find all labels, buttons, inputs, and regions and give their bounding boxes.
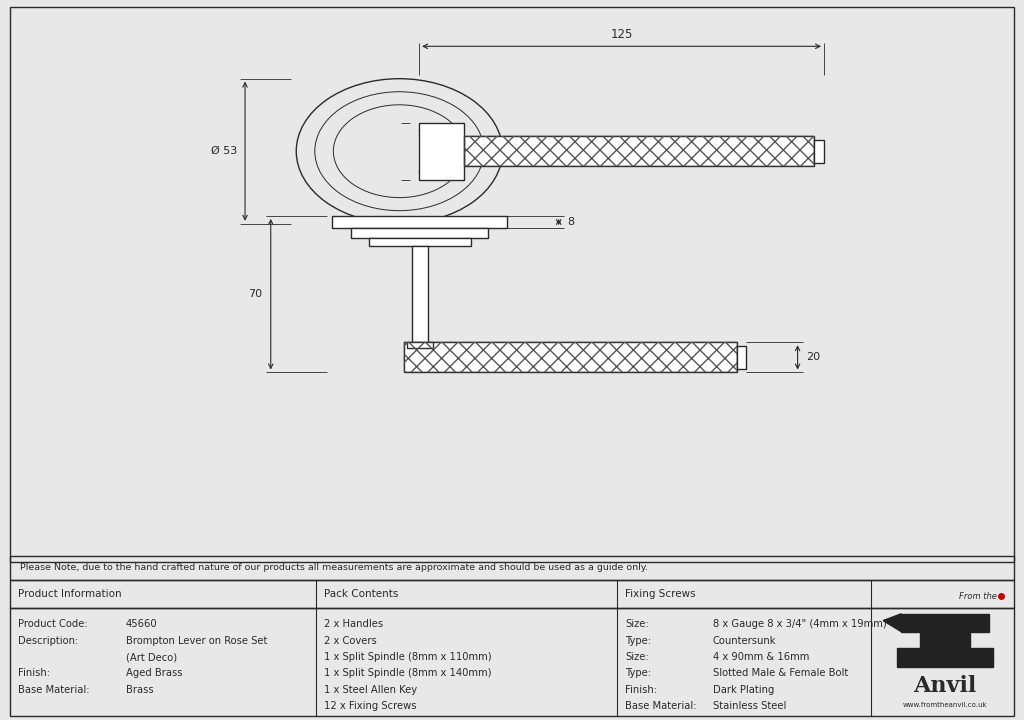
- Polygon shape: [921, 631, 970, 648]
- Text: From the: From the: [959, 592, 997, 600]
- Text: Product Code:: Product Code:: [18, 619, 88, 629]
- Text: Finish:: Finish:: [626, 685, 657, 695]
- Text: 125: 125: [610, 27, 633, 40]
- Text: Pack Contents: Pack Contents: [325, 589, 398, 599]
- Text: 8: 8: [567, 217, 574, 227]
- Text: 1 x Split Spindle (8mm x 110mm): 1 x Split Spindle (8mm x 110mm): [325, 652, 492, 662]
- Text: 12 x Fixing Screws: 12 x Fixing Screws: [325, 701, 417, 711]
- Text: 2 x Handles: 2 x Handles: [325, 619, 383, 629]
- Polygon shape: [897, 648, 993, 667]
- Text: Anvil: Anvil: [913, 675, 977, 697]
- Text: Type:: Type:: [626, 668, 651, 678]
- Text: Please Note, due to the hand crafted nature of our products all measurements are: Please Note, due to the hand crafted nat…: [20, 563, 648, 572]
- Bar: [408, 342, 433, 348]
- Text: Dark Plating: Dark Plating: [713, 685, 774, 695]
- Bar: [369, 238, 471, 246]
- Text: Stainless Steel: Stainless Steel: [713, 701, 786, 711]
- Text: (Art Deco): (Art Deco): [126, 652, 177, 662]
- Polygon shape: [884, 613, 901, 631]
- Text: Type:: Type:: [626, 636, 651, 646]
- Polygon shape: [901, 613, 989, 631]
- Text: www.fromtheanvil.co.uk: www.fromtheanvil.co.uk: [903, 703, 987, 708]
- Text: Ø 53: Ø 53: [211, 146, 237, 156]
- Bar: [464, 136, 814, 166]
- Text: Size:: Size:: [626, 619, 649, 629]
- Text: Finish:: Finish:: [18, 668, 50, 678]
- Bar: [412, 246, 428, 346]
- Text: 1 x Steel Allen Key: 1 x Steel Allen Key: [325, 685, 418, 695]
- Text: Size:: Size:: [626, 652, 649, 662]
- Text: 20: 20: [806, 352, 820, 362]
- Bar: [404, 342, 737, 372]
- Bar: [351, 228, 488, 238]
- Bar: [332, 216, 508, 228]
- Text: 1 x Split Spindle (8mm x 140mm): 1 x Split Spindle (8mm x 140mm): [325, 668, 492, 678]
- Text: Brass: Brass: [126, 685, 154, 695]
- Text: 38: 38: [429, 146, 443, 156]
- Bar: [814, 140, 824, 163]
- Text: Countersunk: Countersunk: [713, 636, 776, 646]
- Bar: [737, 346, 746, 369]
- Text: 70: 70: [249, 289, 262, 300]
- Bar: [419, 122, 464, 180]
- Text: 2 x Covers: 2 x Covers: [325, 636, 377, 646]
- Bar: [464, 136, 814, 166]
- Bar: [404, 342, 737, 372]
- Text: 4 x 90mm & 16mm: 4 x 90mm & 16mm: [713, 652, 809, 662]
- Text: 45660: 45660: [126, 619, 158, 629]
- Text: Base Material:: Base Material:: [18, 685, 90, 695]
- Text: 8 x Gauge 8 x 3/4" (4mm x 19mm): 8 x Gauge 8 x 3/4" (4mm x 19mm): [713, 619, 887, 629]
- Text: Base Material:: Base Material:: [626, 701, 697, 711]
- Text: Description:: Description:: [18, 636, 79, 646]
- Text: Brompton Lever on Rose Set: Brompton Lever on Rose Set: [126, 636, 267, 646]
- Text: Slotted Male & Female Bolt: Slotted Male & Female Bolt: [713, 668, 848, 678]
- Text: Product Information: Product Information: [18, 589, 122, 599]
- Text: Fixing Screws: Fixing Screws: [626, 589, 696, 599]
- Text: Aged Brass: Aged Brass: [126, 668, 182, 678]
